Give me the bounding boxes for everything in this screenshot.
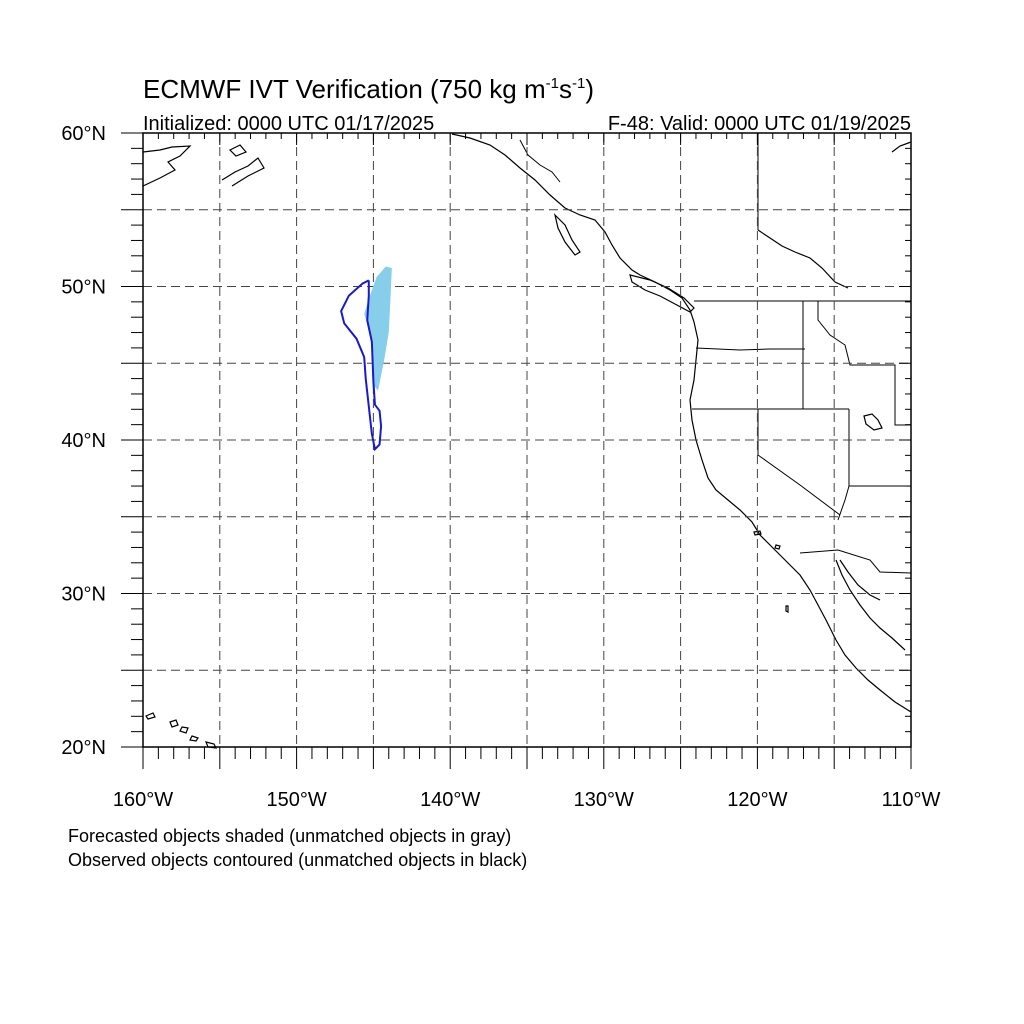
forecast-object-shaded — [364, 266, 392, 391]
footer-forecast-note: Forecasted objects shaded (unmatched obj… — [68, 826, 512, 846]
lon-label: 160°W — [113, 789, 173, 811]
lat-label: 20°N — [61, 737, 106, 759]
lon-label: 120°W — [727, 789, 787, 811]
axis-ticks — [121, 132, 912, 769]
lat-label: 30°N — [61, 584, 106, 606]
lat-label: 50°N — [61, 277, 106, 299]
lat-lon-grid — [143, 133, 911, 747]
observed-object-contour — [340, 279, 383, 452]
axis-labels: 160°W 150°W 140°W 130°W 120°W 110°W 20°N 30°N 40… — [61, 123, 940, 811]
lon-label: 140°W — [420, 789, 480, 811]
init-time: Initialized: 0000 UTC 01/17/2025 — [143, 113, 434, 135]
valid-time: F-48: Valid: 0000 UTC 01/19/2025 — [608, 113, 911, 135]
political-borders — [519, 133, 912, 574]
ivt-objects — [340, 266, 392, 452]
lon-label: 130°W — [574, 789, 634, 811]
footer-notes: Forecasted objects shaded (unmatched obj… — [68, 826, 527, 871]
map-title: ECMWF IVT Verification (750 kg m-1s-1) — [143, 74, 594, 104]
lat-label: 40°N — [61, 430, 106, 452]
coastlines — [142, 133, 912, 749]
lat-label: 60°N — [61, 123, 106, 145]
lon-label: 110°W — [882, 789, 941, 811]
footer-observed-note: Observed objects contoured (unmatched ob… — [68, 850, 528, 870]
lon-label: 150°W — [266, 789, 326, 811]
